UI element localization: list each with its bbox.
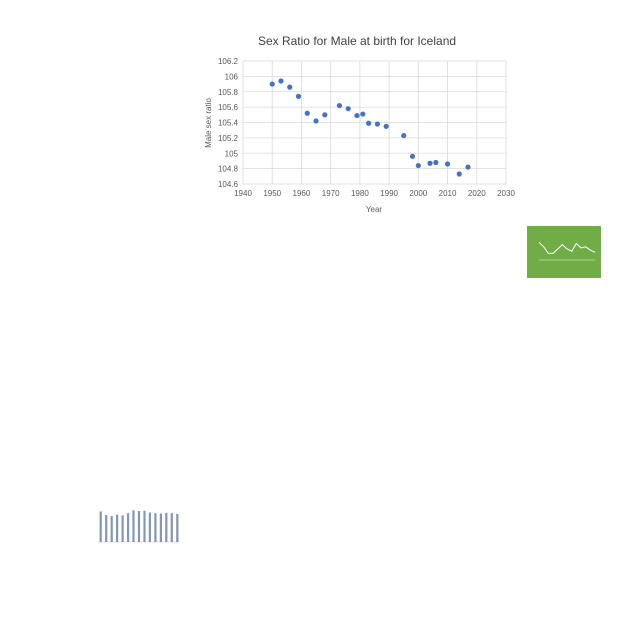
thumbnail-bar [143,510,146,542]
y-axis-label: Male sex ratio [204,98,213,148]
thumbnail-bar [110,516,113,542]
thumbnail-bar [127,513,130,542]
x-tick-label: 1990 [380,189,398,198]
x-tick-label: 2000 [409,189,427,198]
x-tick-label: 2020 [468,189,486,198]
x-tick-label: 2030 [497,189,515,198]
data-point [409,153,416,159]
data-point [287,84,293,90]
y-tick-label: 105.4 [218,119,239,128]
thumbnail-bar [165,512,168,542]
y-tick-labels: 106.2 106 105.8 105.6 105.4 105.2 105 104.8 104.… [218,57,239,189]
data-point [269,81,275,87]
y-tick-label: 105.8 [218,88,239,97]
thumbnail-bars [98,510,180,543]
data-point [322,112,328,118]
thumbnail-series-line [538,242,596,254]
thumbnail-background [527,226,601,278]
y-tick-label: 106.2 [218,57,239,66]
chart-title: Sex Ratio for Male at birth for Iceland [258,34,456,48]
data-point [336,102,343,109]
x-tick-label: 1960 [293,189,311,198]
thumbnail-bar [154,513,157,542]
data-point [345,106,351,112]
thumbnail-bar [170,513,173,542]
data-point [427,160,433,166]
data-point [433,159,439,166]
thumbnail-line [538,242,596,261]
y-tick-label: 104.8 [218,165,239,174]
data-point [304,110,310,116]
green-line-chart-thumbnail [527,226,601,278]
thumbnail-bar [116,514,119,542]
thumbnail-bar [148,512,151,542]
x-tick-label: 2010 [439,189,457,198]
y-tick-label: 105.2 [218,134,239,143]
x-tick-labels: 1940 1950 1960 1970 1980 1990 2000 2010 2020 2030 [234,189,515,198]
data-point [383,123,389,129]
data-point [444,161,451,167]
x-tick-label: 1980 [351,189,369,198]
thumbnail-bar [99,511,102,542]
thumbnail-bar [121,515,124,542]
data-point [354,112,360,119]
x-tick-label: 1950 [263,189,281,198]
bar-chart-thumbnail [86,496,182,552]
thumbnail-bar [105,515,108,542]
data-point [366,120,372,126]
sex-ratio-scatter-chart: Sex Ratio for Male at birth for Iceland … [204,34,515,214]
data-points [269,78,471,177]
y-tick-label: 106 [225,72,239,81]
thumbnail-bar [132,510,135,542]
x-axis-label: Year [366,205,383,214]
data-point [278,78,284,84]
data-point [360,111,366,117]
data-point [456,171,462,177]
data-point [401,132,407,139]
thumbnail-bar [137,511,141,542]
data-point [374,121,381,127]
thumbnail-bar [159,513,162,542]
data-point [313,118,319,124]
thumbnail-bar [176,513,179,542]
x-tick-label: 1970 [322,189,340,198]
data-point [415,162,421,169]
data-point [295,93,302,99]
y-tick-label: 105.6 [218,103,239,112]
data-point [465,164,471,170]
y-tick-label: 104.6 [218,180,239,189]
x-tick-label: 1940 [234,189,252,198]
y-tick-label: 105 [225,149,239,158]
